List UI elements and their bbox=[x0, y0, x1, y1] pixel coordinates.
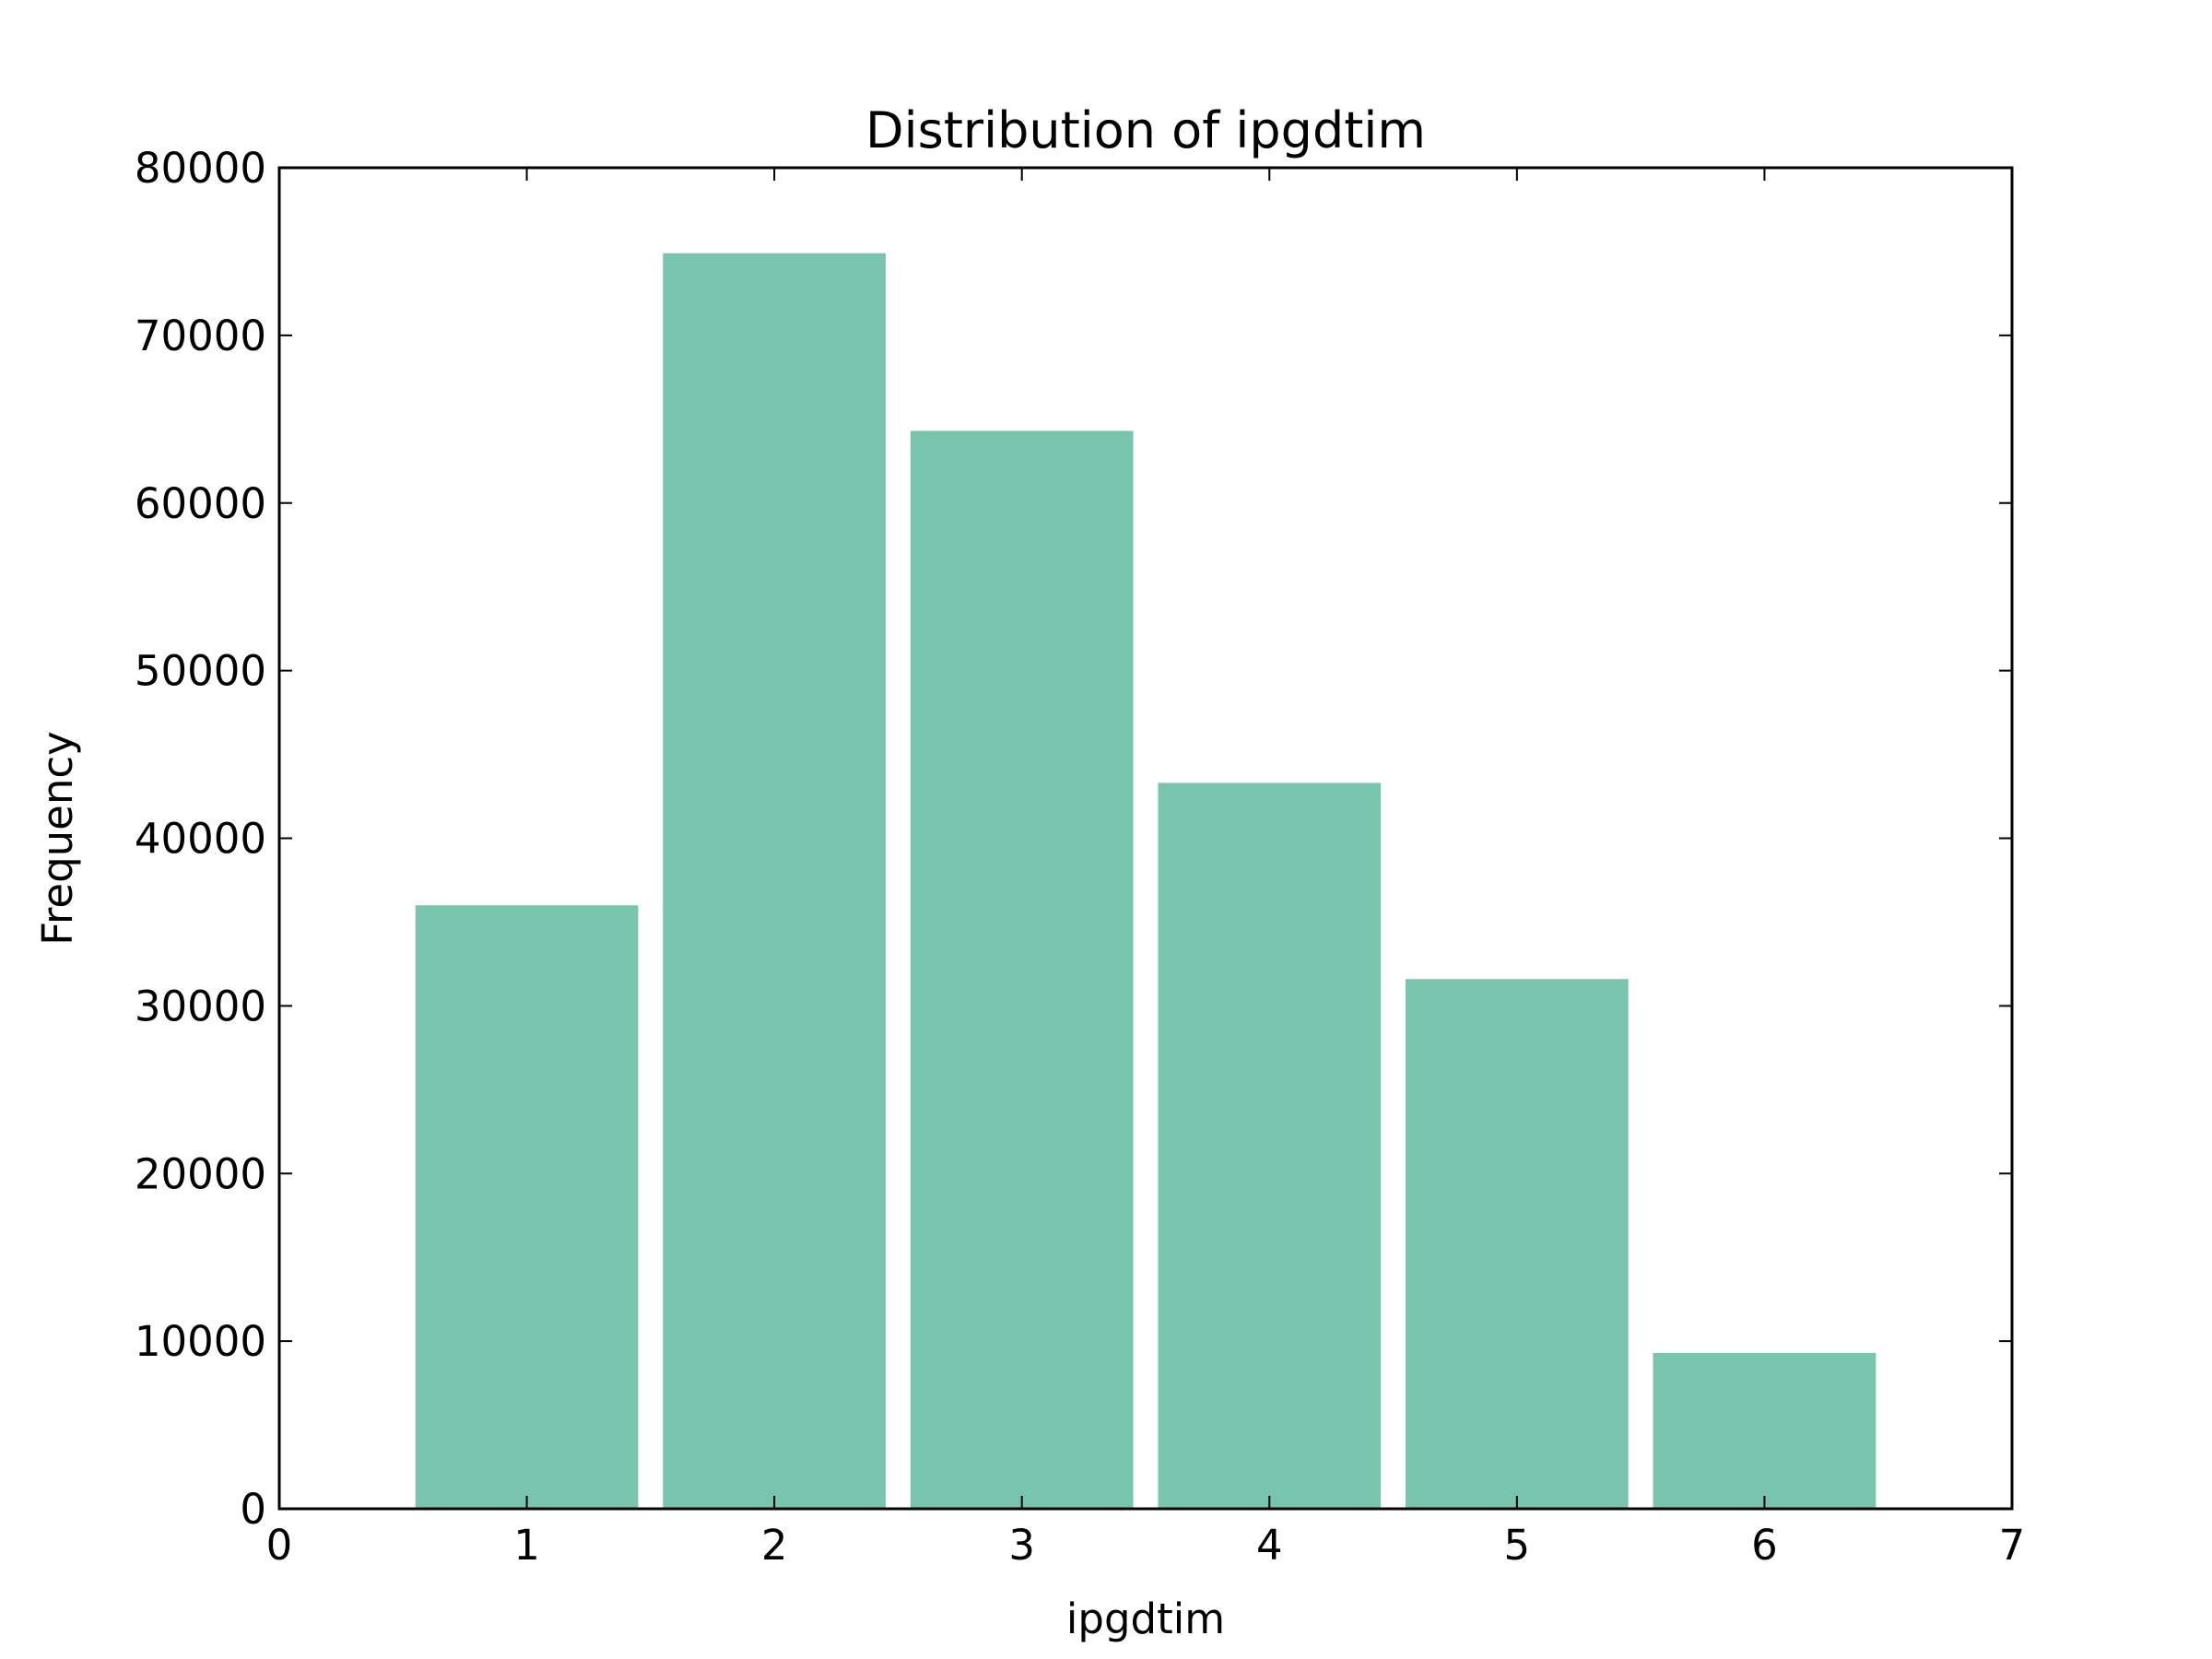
tick-labels-group: 0 1 2 3 4 5 6 7 0 10000 20000 30000 40000 50000 60000 7… bbox=[135, 144, 2025, 1570]
y-tick-label: 50000 bbox=[135, 647, 266, 696]
bar-2 bbox=[663, 253, 886, 1510]
y-tick-label: 30000 bbox=[135, 982, 266, 1030]
x-tick-label: 1 bbox=[513, 1521, 540, 1570]
chart-title: Distribution of ipgdtim bbox=[865, 101, 1426, 159]
y-tick-label: 70000 bbox=[135, 312, 266, 360]
y-tick-label: 10000 bbox=[135, 1317, 266, 1366]
y-tick-label: 0 bbox=[240, 1485, 266, 1534]
y-tick-label: 80000 bbox=[135, 144, 266, 193]
bar-1 bbox=[415, 905, 639, 1509]
x-tick-label: 3 bbox=[1008, 1521, 1035, 1570]
plot-frame bbox=[277, 166, 2014, 1511]
bar-6 bbox=[1653, 1352, 1877, 1509]
x-tick-label: 7 bbox=[1999, 1521, 2026, 1570]
y-tick-label: 20000 bbox=[135, 1149, 266, 1198]
x-tick-label: 4 bbox=[1256, 1521, 1283, 1570]
y-tick-label: 60000 bbox=[135, 479, 266, 528]
x-tick-label: 6 bbox=[1751, 1521, 1778, 1570]
bar-4 bbox=[1158, 782, 1382, 1509]
y-axis-label: Frequency bbox=[33, 731, 82, 945]
y-tick-label: 40000 bbox=[135, 815, 266, 864]
bar-3 bbox=[910, 430, 1134, 1510]
x-tick-label: 5 bbox=[1504, 1521, 1531, 1570]
x-axis-label: ipgdtim bbox=[1066, 1594, 1225, 1643]
bar-5 bbox=[1406, 979, 1629, 1509]
x-tick-label: 2 bbox=[761, 1521, 788, 1570]
x-tick-label: 0 bbox=[266, 1521, 293, 1570]
bars-group bbox=[415, 253, 1877, 1510]
